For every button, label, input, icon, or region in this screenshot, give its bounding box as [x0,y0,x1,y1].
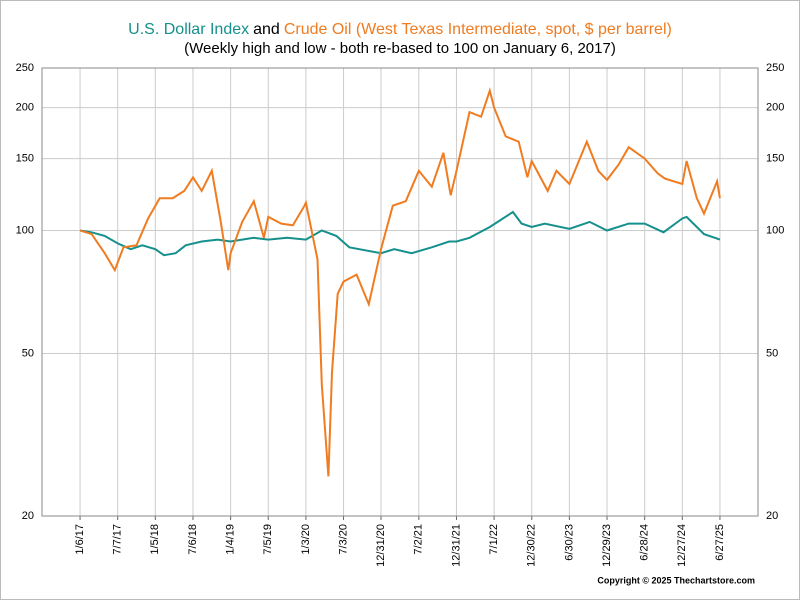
x-tick-label: 12/30/22 [526,524,538,567]
y2-tick-label: 200 [766,101,784,113]
x-tick-label: 12/31/20 [375,524,387,567]
chart-subtitle: (Weekly high and low - both re-based to … [184,40,616,57]
x-tick-label: 7/1/22 [488,524,500,555]
y2-tick-label: 100 [766,224,784,236]
y2-tick-label: 20 [766,510,778,522]
x-tick-label: 1/3/20 [300,524,312,555]
y-tick-label: 100 [16,224,34,236]
x-tick-label: 12/31/21 [450,524,462,567]
plot-border [41,67,759,517]
x-tick-label: 1/4/19 [225,524,237,555]
x-tick-label: 7/3/20 [337,524,349,555]
y-tick-label: 250 [16,62,34,74]
x-tick-label: 7/5/19 [262,524,274,555]
x-tick-label: 12/29/23 [601,524,613,567]
y2-tick-label: 150 [766,153,784,165]
x-tick-label: 12/27/24 [676,524,688,567]
series-line [79,210,721,257]
x-tick-label: 6/28/24 [639,524,651,561]
title-oil: Crude Oil (West Texas Intermediate, spot… [284,21,672,38]
y-tick-label: 150 [16,153,34,165]
x-tick-label: 6/30/23 [563,524,575,561]
y-tick-label: 200 [16,101,34,113]
x-tick-label: 1/6/17 [74,524,86,555]
chart-title: U.S. Dollar Index and Crude Oil (West Texa… [128,21,672,38]
y2-tick-label: 50 [766,347,778,359]
title-connector: and [253,21,280,38]
x-tick-label: 7/6/18 [187,524,199,555]
x-tick-label: 6/27/25 [714,524,726,561]
x-tick-label: 1/5/18 [149,524,161,555]
series-line [79,87,721,477]
y-tick-label: 20 [22,510,34,522]
title-dollar: U.S. Dollar Index [128,21,249,38]
y2-tick-label: 250 [766,62,784,74]
x-tick-label: 7/7/17 [112,524,124,555]
y-tick-label: 50 [22,347,34,359]
x-tick-label: 7/2/21 [413,524,425,555]
copyright: Copyright © 2025 Thechartstore.com [597,575,755,585]
